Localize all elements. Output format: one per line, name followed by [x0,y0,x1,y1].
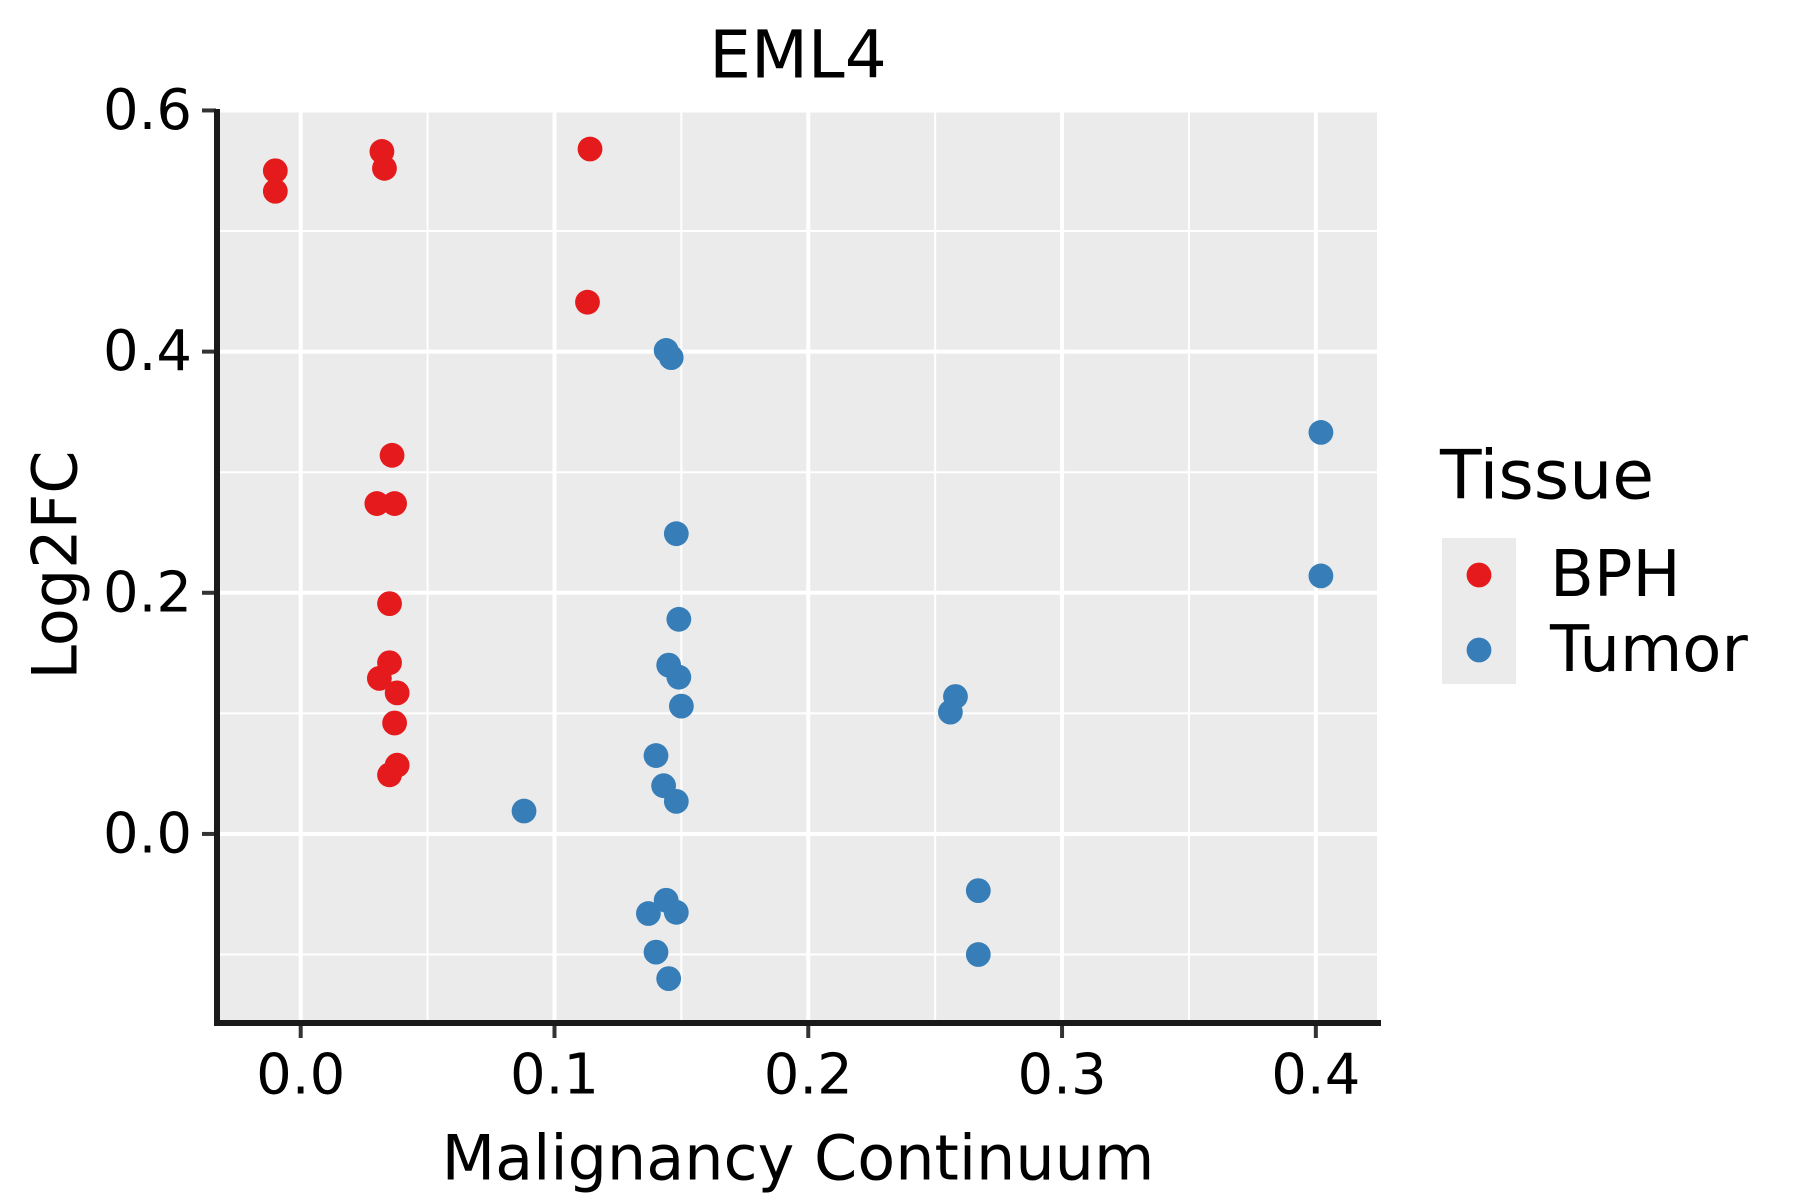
legend-tumor-dot-icon [1466,637,1492,663]
y-tick-label: 0.2 [103,560,192,625]
data-point-bph [377,591,402,617]
x-tick-label: 0.4 [1271,1043,1360,1108]
data-point-bph [366,665,392,691]
axis-ticks-layer: 0.0 0.1 0.2 0.3 0.4 0.0 0.2 0.4 0.6 [103,78,1360,1108]
data-point-bph [364,491,390,516]
x-tick-label: 0.0 [256,1043,345,1108]
legend-label-tumor: Tumor [1549,613,1748,687]
data-point-tumor [643,743,669,768]
legend: Tissue BPH Tumor [1439,437,1748,688]
data-point-bph [377,762,402,788]
data-point-tumor [663,521,689,547]
chart-title: EML4 [709,17,886,94]
y-tick-label: 0.0 [103,801,192,866]
legend-title: Tissue [1439,437,1654,516]
data-point-tumor [965,878,991,904]
data-point-tumor [635,901,661,926]
data-point-tumor [658,345,684,371]
data-point-tumor [663,788,689,814]
data-point-tumor [668,693,694,719]
plot-panel [220,109,1377,1020]
data-point-bph [379,442,405,468]
data-point-tumor [1308,563,1334,589]
data-points-layer [262,136,1334,992]
data-point-bph [575,289,600,315]
data-point-bph [382,491,408,516]
data-point-tumor [965,942,991,967]
data-point-bph [382,710,408,736]
data-point-tumor [643,939,669,965]
data-point-bph [577,136,603,162]
x-tick-label: 0.2 [764,1043,853,1108]
y-tick-label: 0.4 [103,319,192,384]
data-point-tumor [666,606,692,632]
x-tick-label: 0.3 [1018,1043,1107,1108]
x-axis-title: Malignancy Continuum [442,1122,1155,1195]
data-point-tumor [1308,420,1334,445]
data-point-bph [262,178,288,204]
y-tick-label: 0.6 [103,78,192,143]
data-point-tumor [656,966,682,992]
major-gridlines [220,108,1377,1020]
data-point-bph [372,155,397,181]
data-point-tumor [663,899,689,925]
x-tick-label: 0.1 [510,1043,599,1108]
data-point-tumor [511,798,537,824]
minor-gridlines [220,109,1377,1020]
y-axis-title: Log2FC [19,450,92,679]
data-point-bph [384,680,410,706]
legend-label-bph: BPH [1550,538,1681,612]
data-point-bph [262,158,288,184]
legend-bph-dot-icon [1466,562,1492,588]
data-point-tumor [666,664,692,690]
data-point-tumor [937,699,963,725]
